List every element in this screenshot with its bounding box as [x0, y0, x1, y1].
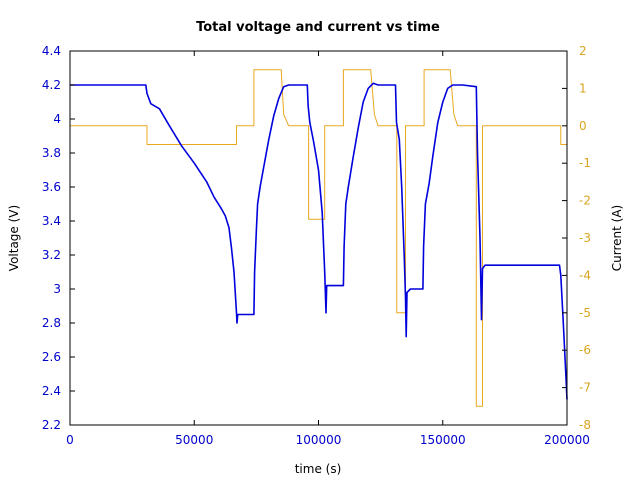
y-right-tick-label: -6: [579, 343, 591, 357]
y-left-tick-label: 2.4: [42, 384, 61, 398]
current-series-line: [70, 69, 567, 407]
y-left-tick-label: 2.6: [42, 350, 61, 364]
y-left-tick-label: 3.6: [42, 180, 61, 194]
x-tick-label: 0: [66, 433, 74, 447]
y-right-tick-label: -4: [579, 268, 591, 282]
voltage-series-line: [70, 82, 568, 400]
y-right-tick-label: 0: [579, 119, 587, 133]
y-right-tick-label: -8: [579, 418, 591, 432]
x-tick-label: 150000: [420, 433, 466, 447]
x-axis-label: time (s): [295, 462, 342, 476]
y-axis-right-label: Current (A): [610, 205, 624, 271]
y-left-tick-label: 3.2: [42, 248, 61, 262]
y-right-tick-label: -2: [579, 194, 591, 208]
y-right-tick-label: -3: [579, 231, 591, 245]
y-left-tick-label: 2.8: [42, 316, 61, 330]
y-left-tick-label: 4.2: [42, 78, 61, 92]
y-right-tick-label: -1: [579, 156, 591, 170]
chart-title: Total voltage and current vs time: [196, 20, 440, 35]
y-left-tick-label: 3.8: [42, 146, 61, 160]
y-left-tick-label: 2.2: [42, 418, 61, 432]
y-left-tick-label: 4: [53, 112, 61, 126]
y-right-tick-label: -5: [579, 306, 591, 320]
y-left-tick-label: 3: [53, 282, 61, 296]
x-tick-label: 50000: [175, 433, 213, 447]
x-tick-label: 100000: [296, 433, 342, 447]
y-left-tick-label: 4.4: [42, 44, 61, 58]
plot-frame: [69, 50, 568, 426]
y-right-tick-label: 1: [579, 81, 587, 95]
x-tick-label: 200000: [544, 433, 590, 447]
y-axis-left-label: Voltage (V): [7, 205, 21, 271]
y-right-tick-label: 2: [579, 44, 587, 58]
y-right-tick-label: -7: [579, 381, 591, 395]
plot-lines: [70, 69, 568, 407]
axis-ticks: 0 50000 100000 150000 200000 2.2 2.4 2.6 2.8 3 3.2…: [42, 44, 591, 447]
y-left-tick-label: 3.4: [42, 214, 61, 228]
